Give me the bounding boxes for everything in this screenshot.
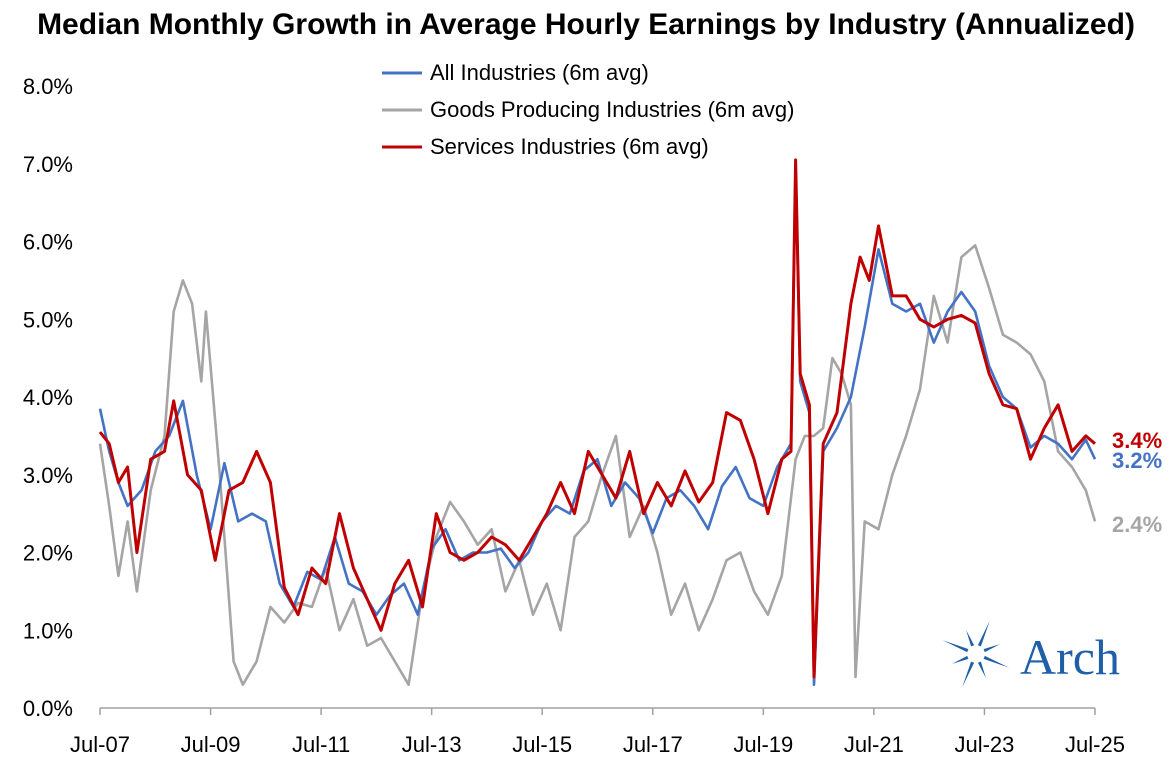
logo-ray — [962, 661, 975, 688]
legend: All Industries (6m avg) Goods Producing I… — [382, 60, 794, 159]
logo-ray — [952, 655, 969, 664]
logo-ray — [983, 644, 1000, 653]
x-tick-label: Jul-11 — [292, 732, 350, 757]
series-line-0 — [98, 162, 1097, 686]
x-tick-label: Jul-17 — [623, 732, 683, 757]
series-line-2 — [98, 158, 1096, 679]
end-label: 3.4% — [1112, 428, 1162, 453]
y-tick-label: 3.0% — [23, 463, 73, 488]
arch-logo: Arch — [942, 620, 1120, 688]
logo-ray — [966, 630, 975, 647]
y-tick-label: 2.0% — [23, 541, 73, 566]
y-tick-label: 0.0% — [23, 696, 73, 721]
y-tick-label: 8.0% — [23, 74, 73, 99]
logo-text: Arch — [1020, 629, 1120, 685]
x-tick-label: Jul-09 — [181, 732, 241, 757]
legend-label: All Industries (6m avg) — [430, 60, 649, 85]
logo-ray — [983, 655, 1010, 668]
logo-ray — [977, 661, 986, 678]
x-tick-label: Jul-25 — [1065, 732, 1125, 757]
y-tick-label: 7.0% — [23, 152, 73, 177]
legend-label: Goods Producing Industries (6m avg) — [430, 97, 794, 122]
y-tick-label: 4.0% — [23, 385, 73, 410]
logo-center — [972, 650, 980, 658]
x-tick-label: Jul-21 — [844, 732, 904, 757]
x-tick-label: Jul-23 — [954, 732, 1014, 757]
x-tick-label: Jul-07 — [70, 732, 130, 757]
y-tick-label: 1.0% — [23, 618, 73, 643]
y-tick-label: 5.0% — [23, 307, 73, 332]
end-labels: 3.2% 2.4% 3.4% — [1112, 428, 1162, 537]
compass-star-icon — [942, 620, 1010, 688]
end-label: 2.4% — [1112, 512, 1162, 537]
series-lines — [98, 158, 1097, 686]
x-tick-label: Jul-13 — [402, 732, 462, 757]
x-tick-label: Jul-19 — [733, 732, 793, 757]
chart-title: Median Monthly Growth in Average Hourly … — [37, 8, 1135, 41]
end-label: 3.2% — [1112, 448, 1162, 473]
series-line-1 — [98, 244, 1097, 686]
logo-ray — [977, 620, 990, 647]
x-tick-label: Jul-15 — [512, 732, 572, 757]
x-axis-ticks: Jul-07 Jul-09 Jul-11 Jul-13 Jul-15 Jul-17 Jul-… — [70, 708, 1125, 757]
y-axis-tick-labels: 0.0% 1.0% 2.0% 3.0% 4.0% 5.0% 6.0% 7.0% 8.0% — [23, 74, 73, 721]
legend-label: Services Industries (6m avg) — [430, 134, 709, 159]
logo-ray — [942, 640, 969, 653]
y-tick-label: 6.0% — [23, 230, 73, 255]
